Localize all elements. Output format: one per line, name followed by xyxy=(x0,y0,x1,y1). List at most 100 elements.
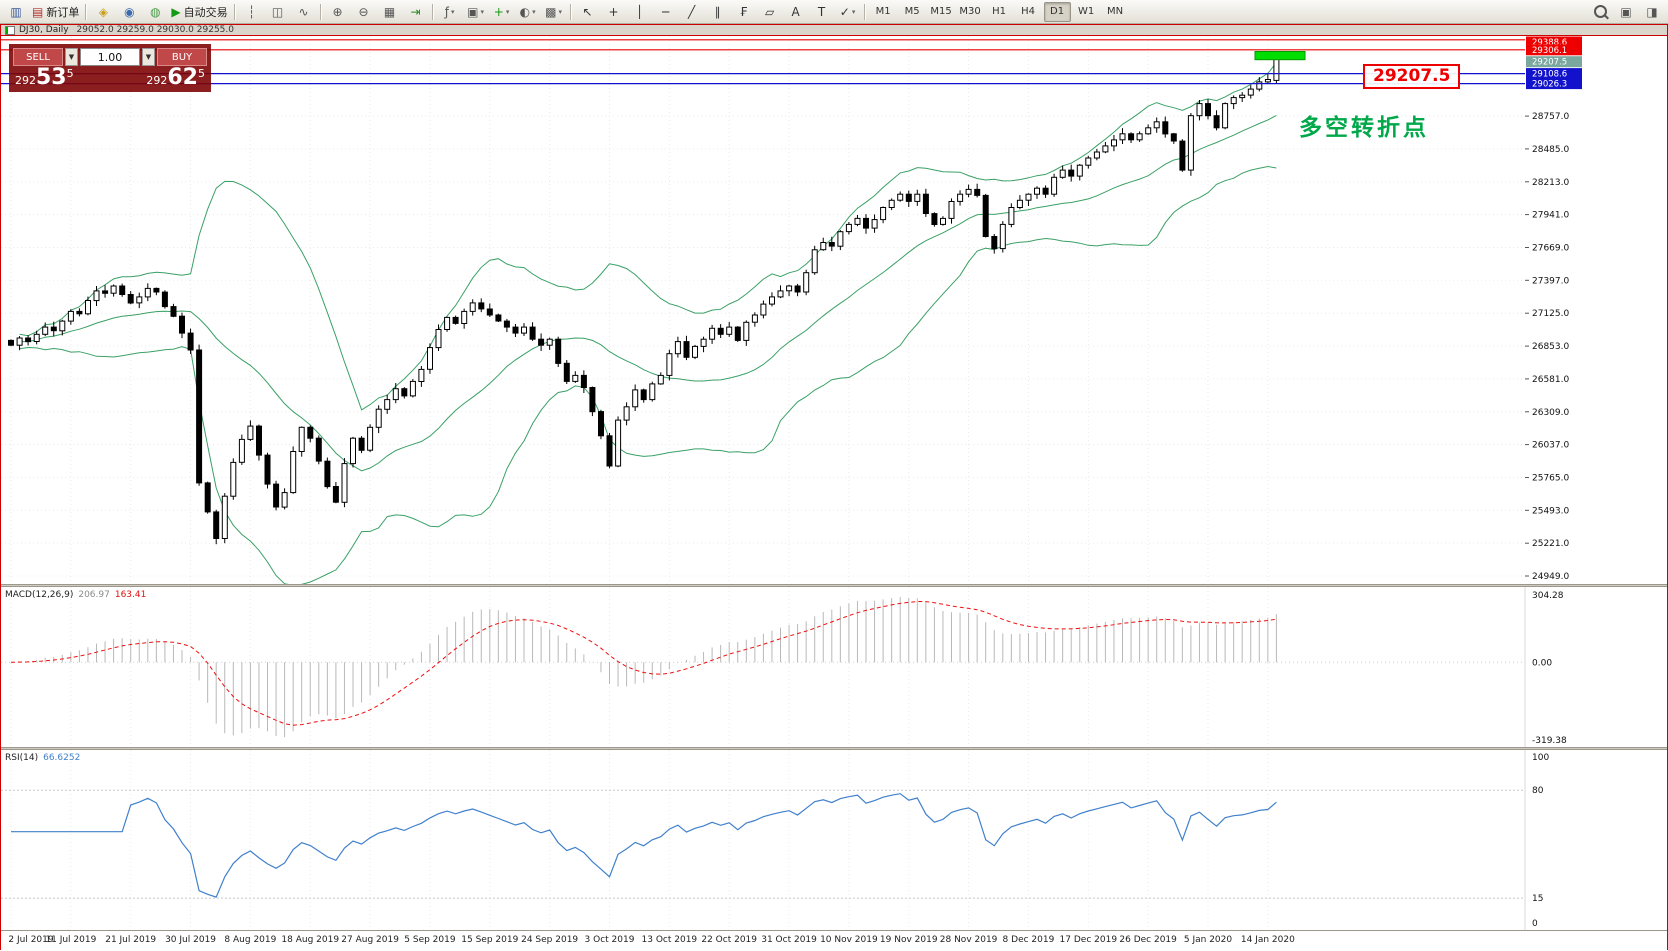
toolbar-buttons: ▥ ▤ 新订单 ◈ ◉ ◍ ▶ 自动交易 ┆ ◫ ∿ ⊕ ⊖ ▦ ⇥ ƒ ▾ ▣ ▾ + ▾ ◐ ▾ ▩ ▾ ↖ + │ ─ ╱ ∥ ₣ ▱ A T… xyxy=(3,0,861,23)
rsi-panel[interactable]: 100 80 15 0 xyxy=(1,750,1667,930)
chart-window-icon xyxy=(5,25,15,35)
periods-button[interactable]: ◐ ▾ xyxy=(515,1,541,23)
new-order-button-label: 新订单 xyxy=(46,5,80,19)
tile-windows-button[interactable]: ▦ xyxy=(377,1,403,23)
rsi-indicator-label: RSI(14) 66.6252 xyxy=(5,753,81,763)
auto-trading-button-label: 自动交易 xyxy=(183,5,228,19)
auto-trading-icon: ▶ xyxy=(171,4,181,19)
sell-dropdown-icon[interactable]: ▼ xyxy=(65,48,78,66)
auto-trading-button[interactable]: ▶ 自动交易 xyxy=(168,1,230,23)
shapes-icon: ▱ xyxy=(764,4,775,19)
profiles-button[interactable]: ◈ xyxy=(90,1,116,23)
svg-text:29108.6: 29108.6 xyxy=(1532,70,1567,80)
panel-splitter[interactable] xyxy=(1,747,1667,750)
price-scale-label: 26037.0 xyxy=(1532,441,1569,451)
rsi-scale-label: 80 xyxy=(1532,786,1544,796)
date-label: 21 Jul 2019 xyxy=(105,935,157,945)
date-label: 27 Aug 2019 xyxy=(341,935,399,945)
price-scale-label: 25765.0 xyxy=(1532,474,1569,484)
macd-panel[interactable]: 304.28 0.00 -319.38 xyxy=(1,587,1667,747)
price-scale-label: 26581.0 xyxy=(1532,375,1569,385)
timeframe-h4-button[interactable]: H4 xyxy=(1021,6,1036,17)
new-chart-button[interactable]: ▥ xyxy=(3,1,29,23)
arrows-button[interactable]: ✓ ▾ xyxy=(835,1,861,23)
shapes-button[interactable]: ▱ xyxy=(757,1,783,23)
rsi-line xyxy=(11,793,1277,898)
text-icon: A xyxy=(791,4,800,19)
market-watch-button[interactable]: ◉ xyxy=(116,1,142,23)
bar-chart-icon: ┆ xyxy=(247,4,256,19)
date-label: 8 Aug 2019 xyxy=(224,935,277,945)
timeframe-m5-button[interactable]: M5 xyxy=(904,6,920,17)
text-button[interactable]: A xyxy=(783,1,809,23)
time-axis[interactable]: 2 Jul 2019 11 Jul 2019 21 Jul 2019 30 Jul 2… xyxy=(1,930,1667,951)
macd-scale-label: 0.00 xyxy=(1532,658,1552,668)
date-label: 13 Oct 2019 xyxy=(641,935,698,945)
panel-splitter[interactable] xyxy=(1,584,1667,587)
svg-text:29306.1: 29306.1 xyxy=(1532,46,1567,56)
new-window-button[interactable]: ▣ xyxy=(1613,1,1639,23)
timeframe-d1-button[interactable]: D1 xyxy=(1043,1,1071,22)
turning-point-label[interactable]: 多空转折点 xyxy=(1299,115,1429,141)
search-icon xyxy=(1593,5,1607,18)
sell-button[interactable]: SELL xyxy=(13,48,63,66)
svg-text:29388.6: 29388.6 xyxy=(1532,38,1567,48)
price-scale-label: 26853.0 xyxy=(1532,342,1569,352)
price-tag: 29026.3 xyxy=(1526,78,1582,90)
timeframe-w1-button[interactable]: W1 xyxy=(1077,6,1095,17)
objects-list-button[interactable]: ▣ ▾ xyxy=(463,1,489,23)
date-label: 2 Jul 2019 xyxy=(8,935,54,945)
candles xyxy=(8,55,1280,545)
vertical-line-button[interactable]: │ xyxy=(627,1,653,23)
chart-title-bar[interactable]: DJ30, Daily 29052.0 29259.0 29030.0 2925… xyxy=(1,24,1667,36)
level-highlight[interactable] xyxy=(1254,51,1306,61)
search-button[interactable] xyxy=(1587,1,1613,23)
cursor-button[interactable]: ↖ xyxy=(575,1,601,23)
templates-button[interactable]: ▩ ▾ xyxy=(541,1,567,23)
indicators-button[interactable]: ƒ ▾ xyxy=(437,1,463,23)
price-callout-box[interactable]: 29207.5 xyxy=(1363,64,1461,89)
price-scale-label: 28213.0 xyxy=(1532,178,1569,188)
line-chart-icon: ∿ xyxy=(298,4,309,19)
line-chart-button[interactable]: ∿ xyxy=(291,1,317,23)
auto-scroll-button[interactable]: ⇥ xyxy=(403,1,429,23)
candlestick-chart-button[interactable]: ◫ xyxy=(265,1,291,23)
timeframe-mn-button[interactable]: MN xyxy=(1107,6,1124,17)
zoom-in-button[interactable]: ⊕ xyxy=(325,1,351,23)
add-indicator-button[interactable]: + ▾ xyxy=(489,1,515,23)
timeframe-m1-button[interactable]: M1 xyxy=(875,6,891,17)
data-window-button[interactable]: ◍ xyxy=(142,1,168,23)
window-list-button[interactable]: ◨ xyxy=(1639,1,1665,23)
timeframe-h1-button[interactable]: H1 xyxy=(992,6,1007,17)
templates-icon: ▩ xyxy=(545,4,557,19)
trendline-button[interactable]: ╱ xyxy=(679,1,705,23)
volume-input[interactable]: 1.00 xyxy=(80,48,140,66)
main-price-chart[interactable]: 28757.0 28485.0 28213.0 27941.0 27669.0 27397… xyxy=(1,36,1667,584)
price-scale-label: 27941.0 xyxy=(1532,211,1569,221)
bar-chart-button[interactable]: ┆ xyxy=(239,1,265,23)
date-label: 24 Sep 2019 xyxy=(521,935,579,945)
text-label-button[interactable]: T xyxy=(809,1,835,23)
horizontal-line-button[interactable]: ─ xyxy=(653,1,679,23)
toolbar-separator xyxy=(569,3,572,20)
timeframe-m15-button[interactable]: M15 xyxy=(930,6,952,17)
zoom-out-button[interactable]: ⊖ xyxy=(351,1,377,23)
timeframe-m30-button[interactable]: M30 xyxy=(959,6,981,17)
chart-title-ohlc: 29052.0 29259.0 29030.0 29255.0 xyxy=(76,25,234,35)
new-order-button[interactable]: ▤ 新订单 xyxy=(29,1,82,23)
fibonacci-button[interactable]: ₣ xyxy=(731,1,757,23)
sell-price: 292535 xyxy=(15,65,74,90)
crosshair-button[interactable]: + xyxy=(601,1,627,23)
auto-scroll-icon: ⇥ xyxy=(410,4,421,19)
buy-button[interactable]: BUY xyxy=(157,48,207,66)
channel-button[interactable]: ∥ xyxy=(705,1,731,23)
profiles-icon: ◈ xyxy=(98,4,108,19)
date-label: 14 Jan 2020 xyxy=(1240,935,1295,945)
indicators-icon: ƒ xyxy=(444,4,449,19)
price-scale-label: 28485.0 xyxy=(1532,145,1569,155)
chart-window: DJ30, Daily 29052.0 29259.0 29030.0 2925… xyxy=(0,24,1668,951)
volume-dropdown-icon[interactable]: ▼ xyxy=(142,48,155,66)
rsi-scale-label: 100 xyxy=(1532,753,1549,763)
date-label: 22 Oct 2019 xyxy=(701,935,758,945)
date-label: 11 Jul 2019 xyxy=(45,935,97,945)
